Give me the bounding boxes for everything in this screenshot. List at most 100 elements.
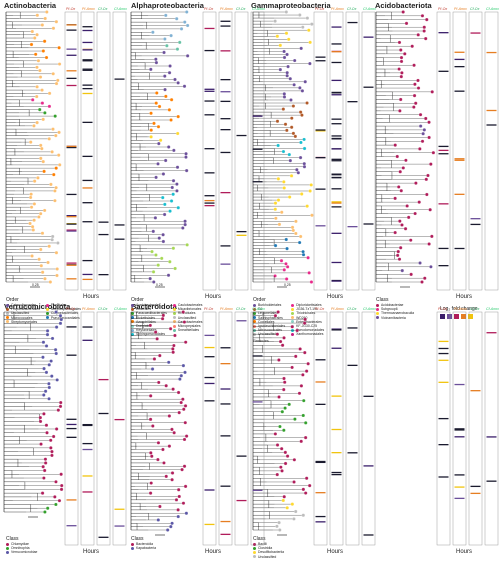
legend-item: Subgroup6: [376, 307, 414, 311]
legend-label: Salinisphaerales: [258, 315, 283, 320]
hours-label-firmi: Hours: [327, 549, 344, 555]
legend-item: Frankiales: [45, 303, 81, 307]
tree-tip: [59, 317, 63, 322]
heat-mark: [66, 84, 77, 87]
treatment-header: Cf-Ox: [236, 7, 246, 11]
treatment-header: PI-Ox: [438, 7, 447, 11]
treatment-header: PI-Ox: [204, 307, 213, 311]
tree-tip: [156, 125, 161, 129]
tree-tip: [276, 143, 280, 148]
legend-label: Rickettsiales: [136, 315, 156, 320]
treatment-header: PI-Anox: [454, 307, 467, 311]
treatment-header: PI-Anox: [82, 7, 95, 11]
heat-mark: [331, 473, 342, 476]
tree-tip: [54, 502, 58, 507]
heat-mark: [220, 91, 231, 93]
tree-tip: [47, 397, 51, 401]
heat-mark: [66, 436, 77, 438]
treatment-header: Cf-Anox: [363, 7, 376, 11]
tree-tip: [152, 280, 156, 284]
legend-label: Subgroup6: [381, 307, 398, 312]
tree-tip: [158, 504, 162, 509]
hours-label-verruco: Hours: [83, 549, 100, 555]
tree-tip: [279, 447, 284, 451]
tree-tip: [28, 195, 33, 200]
tree-tip: [32, 218, 36, 222]
tree-tip: [282, 180, 286, 184]
tree-tip: [309, 280, 314, 284]
tree-tip: [148, 394, 153, 398]
tree-tip: [45, 332, 50, 337]
tree-tip: [41, 340, 46, 344]
tree-tip: [294, 231, 298, 236]
tree-tip: [282, 95, 287, 99]
legend-swatch: [172, 316, 176, 320]
tree-tip: [282, 495, 286, 499]
tree-tip: [43, 111, 47, 115]
treatment-column: [96, 11, 111, 291]
legend-label: Elsterales: [136, 307, 151, 312]
tree-tip: [290, 325, 294, 329]
tree-tip: [149, 111, 153, 115]
legend-item: Streptosporangiales: [45, 307, 81, 311]
heat-mark: [454, 497, 465, 500]
tree-tip: [45, 431, 49, 435]
tree-tip: [173, 77, 177, 82]
tree-tip: [431, 151, 436, 155]
tree-tip: [148, 491, 153, 495]
tree-tip: [38, 415, 43, 420]
tree-tip: [283, 461, 288, 466]
heat-mark: [82, 49, 93, 51]
legend-swatch: [253, 324, 256, 328]
tree-tip: [177, 494, 181, 499]
tree-tip: [174, 498, 179, 502]
tree-tip: [156, 441, 161, 445]
treatment-column: [313, 11, 328, 291]
tree-tip: [167, 71, 172, 75]
tree-tip: [37, 257, 41, 261]
legend-gamma: Order Burkholderiales Diplorickettsiales GJ…: [253, 297, 324, 343]
tree-tip: [412, 63, 416, 67]
legend-item: Sneathiellales: [172, 328, 203, 332]
heat-mark: [315, 130, 326, 132]
tree-tip: [170, 185, 174, 190]
legend-swatch: [6, 312, 9, 315]
heat-mark: [438, 381, 449, 383]
treatment-header: Cf-Anox: [114, 7, 127, 11]
heat-mark: [82, 68, 93, 70]
treatment-column: [468, 11, 483, 291]
tree-tip: [288, 77, 292, 81]
treatment-header: PI-Anox: [220, 7, 233, 11]
tree-tip: [412, 93, 417, 98]
heat-mark: [331, 160, 342, 162]
legend-bactero: Class Bacteroidia Kapabacteria: [131, 536, 156, 550]
legend-label: Reyranellales: [136, 328, 157, 333]
heat-mark: [82, 179, 93, 182]
treatment-column: [436, 311, 451, 546]
tree-tip: [42, 476, 46, 480]
heat-mark: [204, 204, 215, 207]
legend-label: Acetobacterales: [136, 303, 161, 307]
tree-tip: [427, 135, 431, 140]
heat-mark: [82, 202, 93, 204]
tree-tip: [287, 152, 291, 157]
legend-title: Order: [131, 297, 144, 303]
tree-tip: [39, 442, 43, 446]
legend-item: Micavibrionales: [172, 307, 203, 311]
tree-tip: [56, 78, 60, 83]
heat-mark: [114, 525, 125, 527]
tree-tip: [287, 402, 291, 407]
tree-tip: [426, 173, 430, 178]
tree-tip: [298, 155, 303, 160]
tree-tip: [165, 44, 169, 48]
legend-item: Paracaedibacterales: [131, 311, 167, 315]
heat-mark: [252, 355, 263, 357]
heat-mark: [204, 148, 215, 150]
legend-label: Thiotrichales: [296, 311, 316, 316]
tree-tip: [57, 46, 61, 50]
heat-mark: [438, 203, 449, 205]
tree-tip: [54, 81, 59, 86]
heat-mark: [82, 69, 93, 71]
tree-tip: [163, 87, 167, 92]
legend-item: Enterobacterales: [291, 320, 324, 324]
